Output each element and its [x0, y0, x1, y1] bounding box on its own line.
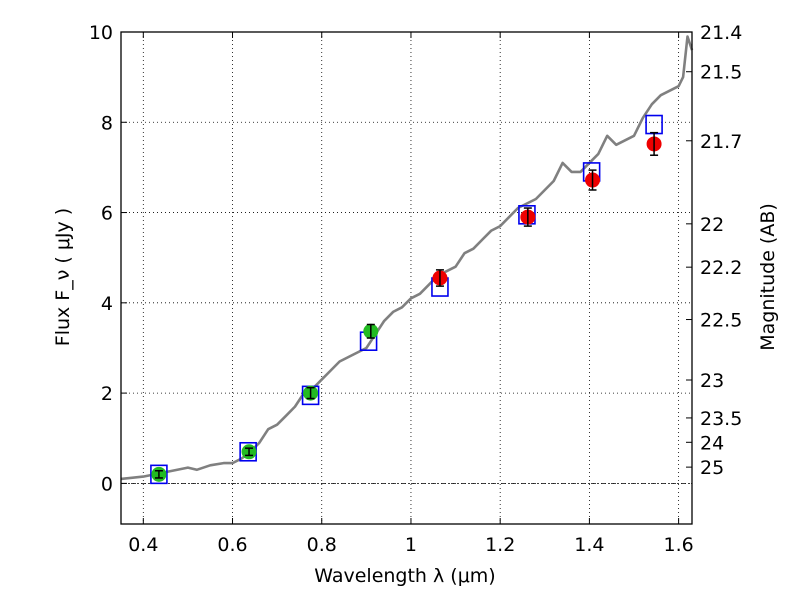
y2-tick-label: 22.2 [700, 257, 742, 279]
y2-tick-label: 23 [700, 370, 724, 392]
model-square-marker [150, 464, 168, 485]
plot-frame [120, 31, 693, 525]
x-tick-label: 0.4 [128, 534, 158, 556]
x-tick-label: 1.6 [664, 534, 694, 556]
x-tick-label: 1.4 [574, 534, 604, 556]
y2-axis-label: Magnitude (AB) [757, 203, 779, 351]
y2-tick-label: 23.5 [700, 408, 742, 430]
y-tick-label: 8 [101, 112, 113, 134]
y2-tick-label: 25 [700, 457, 724, 479]
y-tick-label: 10 [89, 22, 113, 44]
x-tick-label: 0.8 [307, 534, 337, 556]
y2-tick-label: 24 [700, 432, 724, 454]
x-axis-label: Wavelength λ (μm) [314, 565, 495, 587]
y-tick-label: 4 [101, 293, 113, 315]
y2-tick-label: 22.5 [700, 310, 742, 332]
y-tick-label: 2 [101, 383, 113, 405]
y2-tick-label: 21.7 [700, 131, 742, 153]
x-tick-label: 1 [405, 534, 417, 556]
y-tick-label: 0 [101, 473, 113, 495]
y-axis-label: Flux F_ν ( μJy ) [52, 208, 74, 346]
photometry-markers [150, 114, 663, 485]
y-tick-label: 6 [101, 203, 113, 225]
y2-tick-label: 22 [700, 214, 724, 236]
x-tick-label: 1.2 [485, 534, 515, 556]
x-tick-label: 0.6 [217, 534, 247, 556]
y2-tick-label: 21.4 [700, 22, 742, 44]
y2-tick-label: 21.5 [700, 62, 742, 84]
